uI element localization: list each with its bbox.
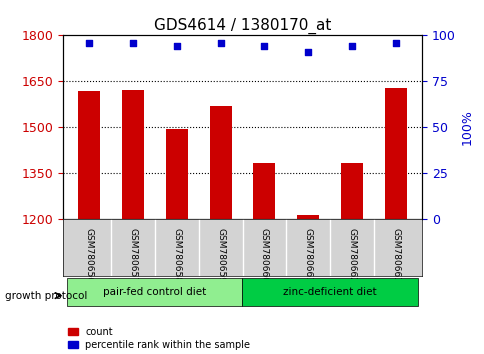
Bar	[122, 90, 144, 354]
Text: GSM780656: GSM780656	[85, 228, 93, 283]
Point	[348, 44, 355, 49]
Bar	[166, 129, 187, 354]
Text: GSM780661: GSM780661	[303, 222, 312, 277]
FancyBboxPatch shape	[67, 278, 242, 306]
Text: GSM780656: GSM780656	[85, 222, 93, 277]
Text: GSM780660: GSM780660	[259, 228, 268, 283]
Point	[260, 44, 268, 49]
Text: growth protocol: growth protocol	[5, 291, 87, 301]
Title: GDS4614 / 1380170_at: GDS4614 / 1380170_at	[153, 18, 331, 34]
Text: GSM780662: GSM780662	[347, 228, 356, 283]
Point	[216, 40, 224, 46]
Bar	[78, 91, 100, 354]
Y-axis label: 100%: 100%	[460, 109, 473, 145]
Text: GSM780658: GSM780658	[172, 228, 181, 283]
Point	[303, 49, 311, 55]
Point	[85, 40, 93, 46]
Point	[129, 40, 136, 46]
Bar	[209, 106, 231, 354]
Text: GSM780662: GSM780662	[347, 222, 356, 277]
Point	[173, 44, 181, 49]
Legend: count, percentile rank within the sample: count, percentile rank within the sample	[68, 327, 250, 350]
Text: GSM780659: GSM780659	[216, 228, 225, 283]
Bar	[253, 163, 275, 354]
Text: pair-fed control diet: pair-fed control diet	[103, 287, 206, 297]
Text: GSM780660: GSM780660	[259, 222, 268, 277]
Text: GSM780663: GSM780663	[391, 222, 399, 277]
Bar	[340, 163, 362, 354]
Text: zinc-deficient diet: zinc-deficient diet	[283, 287, 376, 297]
Text: GSM780659: GSM780659	[216, 222, 225, 277]
Text: GSM780658: GSM780658	[172, 222, 181, 277]
Bar	[297, 215, 318, 354]
FancyBboxPatch shape	[242, 278, 417, 306]
Text: GSM780657: GSM780657	[128, 228, 137, 283]
Text: GSM780663: GSM780663	[391, 228, 399, 283]
Text: GSM780661: GSM780661	[303, 228, 312, 283]
Bar	[384, 87, 406, 354]
Text: GSM780657: GSM780657	[128, 222, 137, 277]
Point	[391, 40, 399, 46]
